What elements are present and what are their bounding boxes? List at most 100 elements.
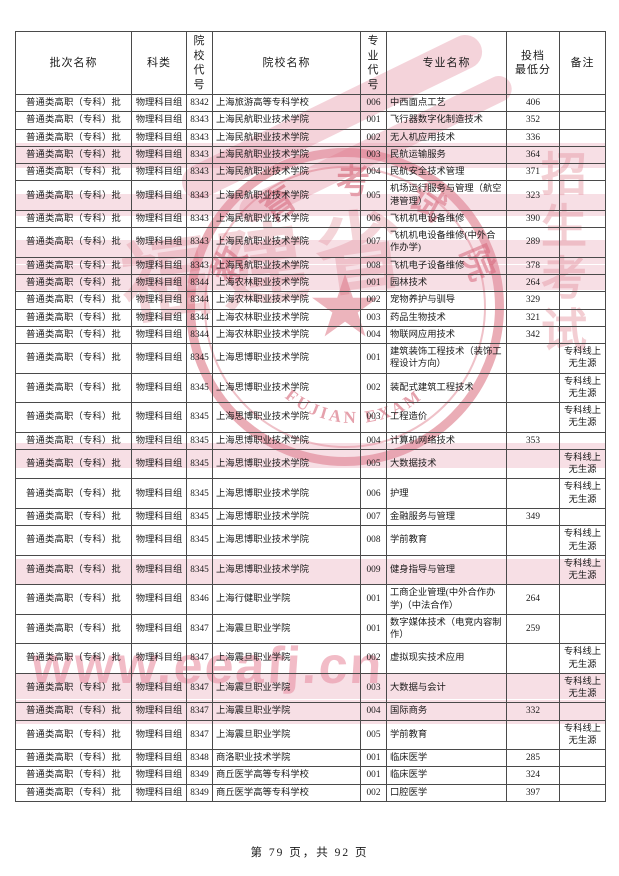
cell-school-code: 8343	[186, 111, 213, 130]
cell-school-name: 上海思博职业技术学院	[212, 525, 361, 556]
cell-school-code: 8343	[186, 256, 213, 275]
cell-school-name: 上海民航职业技术学院	[212, 256, 361, 275]
cell-batch-name: 普通类高职（专科）批	[15, 766, 132, 785]
table-row: 普通类高职（专科）批 物理科目组 8344 上海农林职业技术学院 004 物联网应用技术 3…	[15, 325, 606, 345]
column-header-major-name: 专业名称	[386, 30, 507, 96]
cell-subject-group: 物理科目组	[131, 507, 187, 527]
cell-min-score	[506, 719, 560, 751]
cell-school-code: 8349	[186, 766, 213, 785]
cell-school-name: 上海震旦职业学院	[212, 613, 361, 645]
cell-school-name: 上海震旦职业学院	[212, 672, 361, 704]
cell-batch-name: 普通类高职（专科）批	[15, 584, 132, 615]
cell-batch-name: 普通类高职（专科）批	[15, 94, 132, 113]
cell-remark	[559, 291, 606, 310]
cell-min-score	[506, 343, 560, 374]
table-row: 普通类高职（专科）批 物理科目组 8347 上海震旦职业学院 003 大数据与会计 专科线上…	[15, 672, 606, 704]
cell-remark	[559, 273, 606, 293]
cell-min-score	[506, 372, 560, 404]
cell-school-code: 8345	[186, 554, 213, 586]
cell-school-code: 8345	[186, 448, 213, 480]
cell-batch-name: 普通类高职（专科）批	[15, 372, 132, 404]
cell-min-score: 336	[506, 128, 560, 147]
admission-score-table: 批次名称 科类 院校 代号 院校名称 专业 代号 专业名称 投档 最低分	[15, 30, 606, 803]
cell-school-code: 8344	[186, 325, 213, 345]
cell-major-code: 001	[360, 749, 387, 768]
cell-remark	[559, 94, 606, 113]
cell-school-code: 8345	[186, 525, 213, 556]
cell-subject-group: 物理科目组	[131, 478, 187, 509]
cell-min-score: 349	[506, 507, 560, 527]
table-row: 普通类高职（专科）批 物理科目组 8343 上海民航职业技术学院 003 民航运输服务 36…	[15, 145, 606, 165]
cell-major-code: 001	[360, 613, 387, 645]
cell-subject-group: 物理科目组	[131, 308, 187, 327]
cell-remark	[559, 783, 606, 803]
cell-major-name: 学前教育	[386, 719, 507, 751]
cell-remark: 专科线上无生源	[559, 478, 606, 509]
cell-remark	[559, 111, 606, 130]
cell-school-code: 8347	[186, 672, 213, 704]
cell-major-code: 001	[360, 343, 387, 374]
cell-min-score: 397	[506, 783, 560, 803]
cell-subject-group: 物理科目组	[131, 180, 187, 211]
cell-subject-group: 物理科目组	[131, 145, 187, 165]
cell-min-score: 406	[506, 94, 560, 113]
cell-remark	[559, 613, 606, 645]
cell-major-name: 飞行器数字化制造技术	[386, 111, 507, 130]
cell-remark	[559, 308, 606, 327]
table-row: 普通类高职（专科）批 物理科目组 8347 上海震旦职业学院 001 数字媒体技术（电竞内…	[15, 613, 606, 645]
cell-batch-name: 普通类高职（专科）批	[15, 507, 132, 527]
cell-batch-name: 普通类高职（专科）批	[15, 291, 132, 310]
cell-min-score: 259	[506, 613, 560, 645]
cell-major-name: 中西面点工艺	[386, 94, 507, 113]
table-row: 普通类高职（专科）批 物理科目组 8343 上海民航职业技术学院 004 民航安全技术管理…	[15, 163, 606, 182]
cell-major-code: 005	[360, 180, 387, 211]
cell-school-code: 8345	[186, 431, 213, 450]
cell-batch-name: 普通类高职（专科）批	[15, 256, 132, 275]
cell-subject-group: 物理科目组	[131, 431, 187, 450]
cell-school-name: 上海思博职业技术学院	[212, 343, 361, 374]
cell-major-name: 工商企业管理(中外合作办学)（中法合作）	[386, 584, 507, 615]
cell-major-code: 009	[360, 554, 387, 586]
cell-school-name: 上海民航职业技术学院	[212, 227, 361, 258]
cell-batch-name: 普通类高职（专科）批	[15, 525, 132, 556]
cell-major-code: 002	[360, 643, 387, 674]
cell-remark	[559, 507, 606, 527]
table-row: 普通类高职（专科）批 物理科目组 8343 上海民航职业技术学院 008 飞机电子设备维修…	[15, 256, 606, 275]
cell-subject-group: 物理科目组	[131, 584, 187, 615]
table-row: 普通类高职（专科）批 物理科目组 8347 上海震旦职业学院 002 虚拟现实技术应用 专科…	[15, 643, 606, 674]
cell-remark: 专科线上无生源	[559, 672, 606, 704]
cell-major-name: 护理	[386, 478, 507, 509]
cell-min-score: 323	[506, 180, 560, 211]
cell-subject-group: 物理科目组	[131, 325, 187, 345]
cell-school-name: 上海震旦职业学院	[212, 702, 361, 721]
table-row: 普通类高职（专科）批 物理科目组 8348 商洛职业技术学院 001 临床医学 285	[15, 749, 606, 768]
table-row: 普通类高职（专科）批 物理科目组 8344 上海农林职业技术学院 001 园林技术 264	[15, 273, 606, 293]
cell-batch-name: 普通类高职（专科）批	[15, 128, 132, 147]
cell-major-code: 002	[360, 128, 387, 147]
cell-major-code: 004	[360, 163, 387, 182]
cell-min-score: 264	[506, 584, 560, 615]
cell-remark	[559, 584, 606, 615]
table-row: 普通类高职（专科）批 物理科目组 8343 上海民航职业技术学院 001 飞行器数字化制造…	[15, 111, 606, 130]
cell-school-name: 上海民航职业技术学院	[212, 145, 361, 165]
cell-subject-group: 物理科目组	[131, 643, 187, 674]
table-row: 普通类高职（专科）批 物理科目组 8343 上海民航职业技术学院 002 无人机应用技术 3…	[15, 128, 606, 147]
cell-major-name: 机场运行服务与管理（航空港管理）	[386, 180, 507, 211]
cell-school-name: 上海旅游高等专科学校	[212, 94, 361, 113]
cell-batch-name: 普通类高职（专科）批	[15, 613, 132, 645]
table-row: 普通类高职（专科）批 物理科目组 8344 上海农林职业技术学院 003 药品生物技术 32…	[15, 308, 606, 327]
table-row: 普通类高职（专科）批 物理科目组 8347 上海震旦职业学院 005 学前教育 专科线上无生…	[15, 719, 606, 751]
cell-school-code: 8343	[186, 209, 213, 229]
cell-school-name: 上海震旦职业学院	[212, 719, 361, 751]
cell-batch-name: 普通类高职（专科）批	[15, 672, 132, 704]
cell-major-code: 002	[360, 783, 387, 803]
cell-school-code: 8343	[186, 163, 213, 182]
cell-min-score: 364	[506, 145, 560, 165]
cell-remark	[559, 766, 606, 785]
cell-min-score: 264	[506, 273, 560, 293]
cell-school-code: 8345	[186, 343, 213, 374]
cell-major-name: 大数据与会计	[386, 672, 507, 704]
cell-batch-name: 普通类高职（专科）批	[15, 431, 132, 450]
cell-min-score: 353	[506, 431, 560, 450]
